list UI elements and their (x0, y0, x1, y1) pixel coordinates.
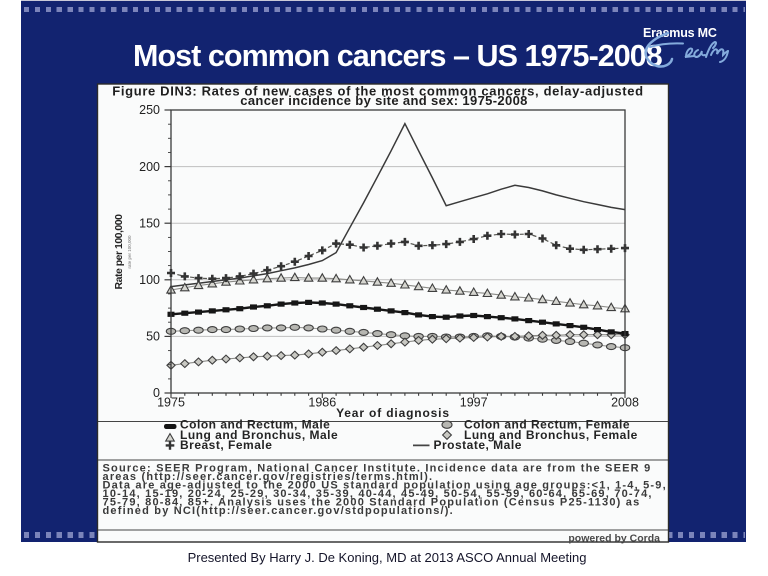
svg-text:10-14, 15-19, 20-24, 25-29, 30: 10-14, 15-19, 20-24, 25-29, 30-34, 35-39… (103, 488, 653, 500)
svg-text:Year of diagnosis: Year of diagnosis (336, 406, 450, 420)
svg-text:powered by Corda: powered by Corda (568, 533, 660, 545)
svg-text:50: 50 (146, 330, 160, 344)
svg-text:Figure DIN3: Rates of new case: Figure DIN3: Rates of new cases of the m… (112, 83, 643, 98)
svg-text:1997: 1997 (460, 396, 488, 410)
svg-text:Breast, Female: Breast, Female (180, 438, 272, 452)
svg-text:Prostate, Male: Prostate, Male (434, 438, 522, 452)
svg-text:Lung and Bronchus, Male: Lung and Bronchus, Male (180, 428, 338, 442)
svg-text:100: 100 (139, 273, 160, 287)
svg-text:rate per 100,000: rate per 100,000 (127, 235, 132, 269)
svg-text:200: 200 (139, 160, 160, 174)
svg-text:Source: SEER Program, National: Source: SEER Program, National Cancer In… (103, 463, 652, 475)
svg-text:cancer incidence by site and s: cancer incidence by site and sex: 1975-2… (240, 93, 527, 108)
svg-text:Lung and Bronchus, Female: Lung and Bronchus, Female (464, 428, 638, 442)
svg-text:areas (http://seer.cancer.gov/: areas (http://seer.cancer.gov/registries… (103, 471, 434, 483)
svg-text:Rate per 100,000: Rate per 100,000 (113, 214, 125, 290)
svg-text:75-79, 80-84, 85+. Analysis us: 75-79, 80-84, 85+. Analysis uses the 200… (103, 497, 641, 509)
svg-text:0: 0 (153, 386, 160, 400)
svg-text:2008: 2008 (611, 396, 639, 410)
svg-text:1975: 1975 (157, 396, 185, 410)
svg-text:Colon and Rectum, Female: Colon and Rectum, Female (464, 418, 630, 432)
svg-text:defined by NCI(http://seer.can: defined by NCI(http://seer.cancer.gov/st… (103, 505, 454, 517)
svg-text:Data are age-adjusted to the 2: Data are age-adjusted to the 2000 US sta… (103, 480, 667, 492)
svg-text:Colon and Rectum, Male: Colon and Rectum, Male (180, 418, 330, 432)
svg-text:250: 250 (139, 103, 160, 117)
svg-text:150: 150 (139, 216, 160, 230)
svg-text:1986: 1986 (308, 396, 336, 410)
